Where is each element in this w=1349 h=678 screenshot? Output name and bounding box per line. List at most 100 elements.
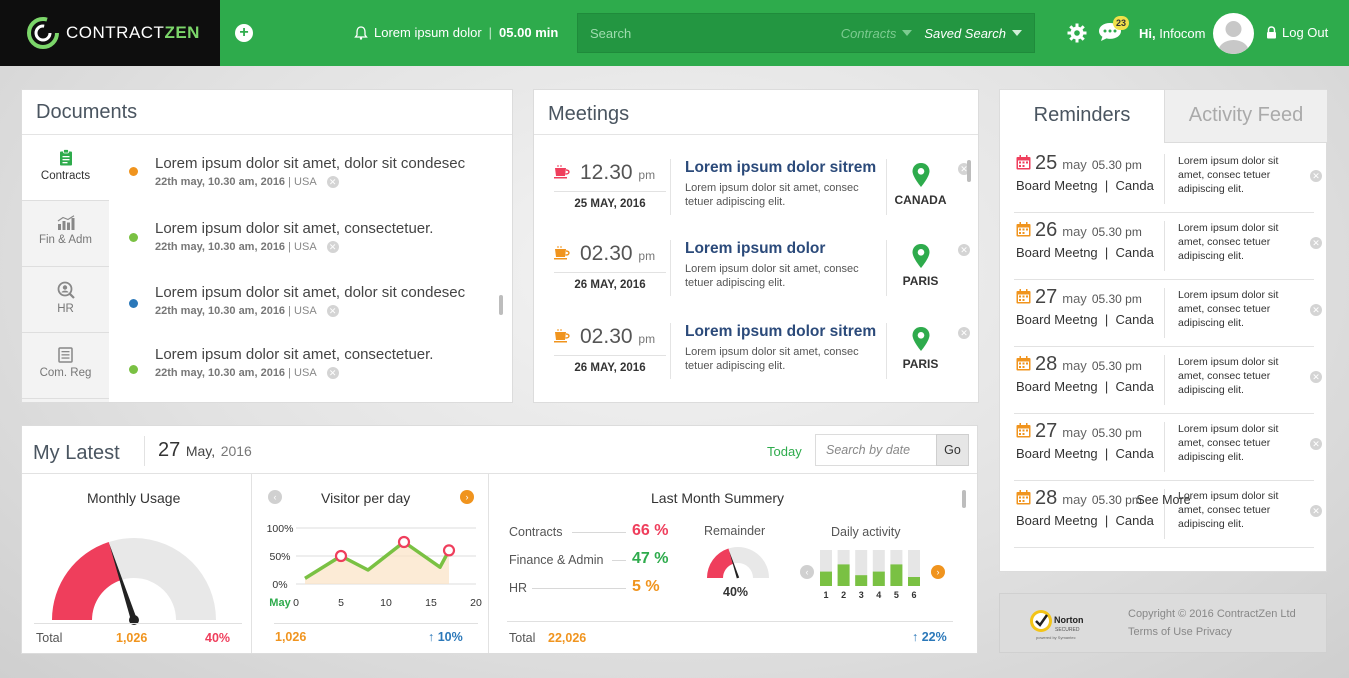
- chevron-down-icon[interactable]: [1012, 30, 1022, 36]
- previous-icon[interactable]: ‹: [268, 490, 282, 504]
- calendar-icon: [1016, 222, 1031, 237]
- logo-text: CONTRACTZEN: [66, 23, 200, 42]
- tab-reminders[interactable]: Reminders: [1000, 90, 1165, 143]
- calendar-icon: [1016, 423, 1031, 438]
- saved-search-select[interactable]: Saved Search: [924, 25, 1006, 41]
- x-tick-label: 4: [876, 590, 881, 600]
- reminder-item[interactable]: 25 may 05.30 pm Board Meetng | Canda Lorem i…: [1014, 146, 1322, 213]
- close-icon[interactable]: ✕: [1310, 438, 1322, 450]
- document-title[interactable]: Lorem ipsum dolor sit amet, dolor sit co…: [155, 284, 466, 301]
- meeting-item[interactable]: 02.30 pm 26 MAY, 2016 Lorem ipsum dolor …: [534, 234, 978, 314]
- meetings-panel: Meetings 12.30 pm 25 MAY, 2016 Lorem ips…: [533, 89, 979, 403]
- close-icon[interactable]: ✕: [326, 367, 339, 380]
- meeting-description: Lorem ipsum dolor sit amet, consec tetuer…: [685, 263, 859, 289]
- meeting-item[interactable]: 02.30 pm 26 MAY, 2016 Lorem ipsum dolor …: [534, 317, 978, 397]
- x-tick-label: 20: [470, 597, 482, 609]
- reminder-date: 28 may 05.30 pm Board Meetng | Canda: [1016, 353, 1154, 394]
- close-icon[interactable]: ✕: [1310, 371, 1322, 383]
- close-icon[interactable]: ✕: [326, 241, 339, 254]
- tab-fin-adm[interactable]: Fin & Adm: [22, 201, 109, 267]
- reminder-item[interactable]: 27 may 05.30 pm Board Meetng | Canda Lorem i…: [1014, 414, 1322, 481]
- close-icon[interactable]: ✕: [1310, 237, 1322, 249]
- logo[interactable]: CONTRACTZEN: [0, 0, 220, 66]
- visitor-title: Visitor per day: [321, 490, 411, 506]
- see-more-link[interactable]: See More: [1136, 493, 1191, 507]
- close-icon[interactable]: ✕: [1310, 505, 1322, 517]
- list-item[interactable]: Lorem ipsum dolor sit amet, consectetuer…: [109, 201, 512, 267]
- meeting-heading[interactable]: Lorem ipsum dolor sitrem: [685, 159, 877, 176]
- meeting-time: 02.30 pm: [580, 325, 656, 348]
- go-button[interactable]: Go: [936, 434, 969, 466]
- document-title[interactable]: Lorem ipsum dolor sit amet, consectetuer…: [155, 220, 434, 237]
- reminder-note: Lorem ipsum dolor sit amet, consec tetuer…: [1178, 356, 1279, 396]
- close-icon[interactable]: ✕: [958, 327, 970, 339]
- x-tick-label: 10: [380, 597, 392, 609]
- meeting-heading[interactable]: Lorem ipsum dolor: [685, 240, 826, 257]
- today-link[interactable]: Today: [767, 444, 802, 459]
- chevron-down-icon[interactable]: [902, 30, 913, 36]
- date-search-input[interactable]: Search by date: [815, 434, 937, 466]
- document-title[interactable]: Lorem ipsum dolor sit amet, consectetuer…: [155, 346, 434, 363]
- reminder-date: 27 may 05.30 pm Board Meetng | Canda: [1016, 286, 1154, 327]
- scrollbar[interactable]: [499, 295, 503, 315]
- documents-panel: Documents Contracts Fin & Adm HR: [21, 89, 513, 403]
- scrollbar[interactable]: [967, 160, 971, 182]
- status-dot: [129, 167, 138, 176]
- map-pin-icon: [912, 163, 929, 187]
- global-search[interactable]: Search Contracts Saved Search: [577, 13, 1035, 53]
- reminder-item[interactable]: 28 may 05.30 pm Board Meetng | Canda Lorem i…: [1014, 481, 1322, 548]
- list-item[interactable]: Lorem ipsum dolor sit amet, dolor sit co…: [109, 135, 512, 201]
- list-item[interactable]: Lorem ipsum dolor sit amet, dolor sit co…: [109, 267, 512, 333]
- tab-com-reg[interactable]: Com. Reg: [22, 333, 109, 399]
- bar: [837, 564, 850, 586]
- close-icon[interactable]: ✕: [326, 305, 339, 318]
- next-icon[interactable]: ›: [931, 565, 945, 579]
- gauge-needle: [109, 543, 137, 621]
- previous-icon[interactable]: ‹: [800, 565, 814, 579]
- reminder-item[interactable]: 26 may 05.30 pm Board Meetng | Canda Lorem i…: [1014, 213, 1322, 280]
- meeting-time: 12.30 pm: [580, 161, 656, 184]
- logout-button[interactable]: Log Out: [1266, 25, 1328, 40]
- meeting-time: 02.30 pm: [580, 242, 656, 265]
- close-icon[interactable]: ✕: [1310, 304, 1322, 316]
- usage-gauge: [52, 538, 216, 625]
- gear-icon[interactable]: [1067, 23, 1087, 43]
- tab-contracts[interactable]: Contracts: [22, 135, 109, 201]
- logout-label: Log Out: [1282, 25, 1329, 40]
- close-icon[interactable]: ✕: [958, 244, 970, 256]
- coffee-cup-icon: [554, 329, 570, 343]
- avatar[interactable]: [1213, 13, 1254, 54]
- meeting-heading[interactable]: Lorem ipsum dolor sitrem: [685, 323, 877, 340]
- remainder-gauge-fill: [707, 548, 734, 578]
- bar: [908, 577, 920, 586]
- tab-activity-feed[interactable]: Activity Feed: [1165, 90, 1327, 143]
- visitor-total-value: 1,026: [275, 630, 307, 644]
- document-title[interactable]: Lorem ipsum dolor sit amet, dolor sit co…: [155, 155, 466, 172]
- bar: [872, 571, 885, 586]
- footer-links[interactable]: Terms of Use Privacy: [1128, 626, 1232, 638]
- tab-hr[interactable]: HR: [22, 267, 109, 333]
- svg-text:Norton: Norton: [1054, 615, 1084, 625]
- calendar-icon: [1016, 356, 1031, 371]
- close-icon[interactable]: ✕: [326, 176, 339, 189]
- remainder-title: Remainder: [704, 524, 766, 538]
- meeting-description: Lorem ipsum dolor sit amet, consec tetuer…: [685, 182, 859, 208]
- remainder-gauge: [707, 547, 769, 579]
- add-button[interactable]: +: [235, 24, 253, 42]
- search-category-select[interactable]: Contracts: [840, 25, 897, 41]
- scrollbar[interactable]: [962, 490, 966, 508]
- reminder-item[interactable]: 28 may 05.30 pm Board Meetng | Canda Lorem i…: [1014, 347, 1322, 414]
- next-icon[interactable]: ›: [460, 490, 474, 504]
- reminder-note: Lorem ipsum dolor sit amet, consec tetuer…: [1178, 222, 1279, 262]
- list-item[interactable]: Lorem ipsum dolor sit amet, consectetuer…: [109, 333, 512, 399]
- reminder-item[interactable]: 27 may 05.30 pm Board Meetng | Canda Lorem i…: [1014, 280, 1322, 347]
- close-icon[interactable]: ✕: [1310, 170, 1322, 182]
- x-tick-label: 1: [823, 590, 828, 600]
- user-name: Infocom: [1159, 26, 1206, 41]
- summary-value-finance: 47 %: [632, 550, 669, 567]
- meeting-item[interactable]: 12.30 pm 25 MAY, 2016 Lorem ipsum dolor …: [534, 153, 978, 233]
- summary-label-finance: Finance & Admin: [509, 553, 604, 567]
- status-dot: [129, 365, 138, 374]
- search-input[interactable]: Search: [590, 25, 632, 41]
- summary-title: Last Month Summery: [651, 490, 785, 506]
